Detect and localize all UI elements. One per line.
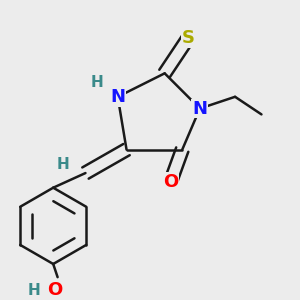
Text: H: H [91,75,103,90]
Text: N: N [110,88,125,106]
Text: H: H [28,283,40,298]
Text: O: O [163,173,178,191]
Text: N: N [192,100,207,118]
Text: S: S [182,29,195,47]
Text: O: O [47,281,62,299]
Text: H: H [57,157,70,172]
